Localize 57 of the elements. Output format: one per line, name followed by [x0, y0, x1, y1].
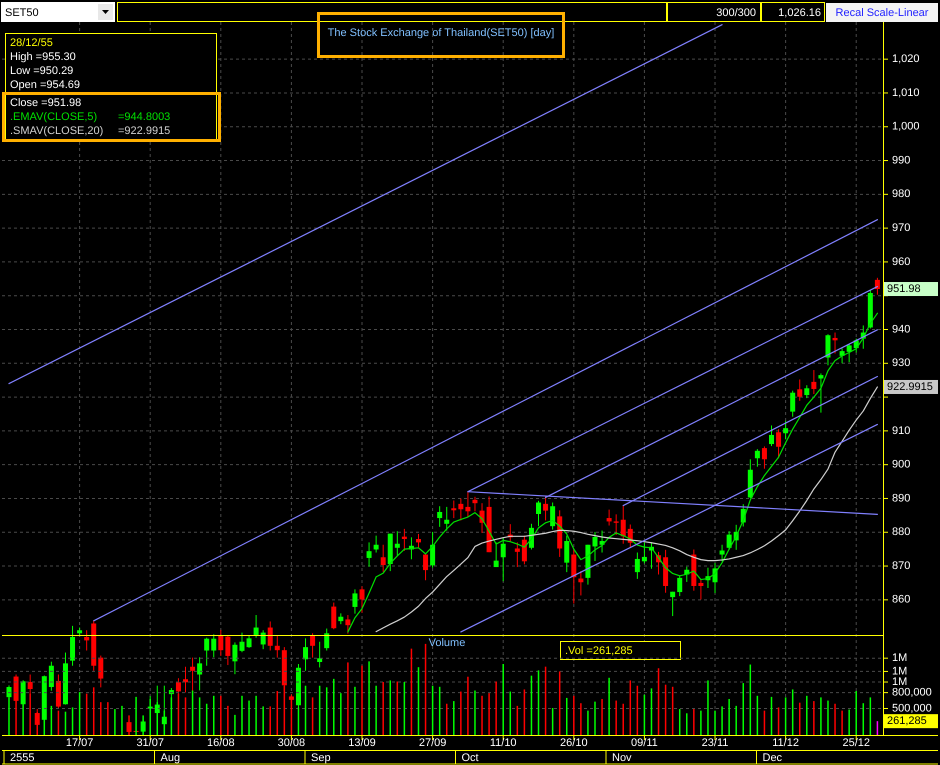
y-tick-label: 1,020 — [892, 53, 920, 66]
y-tick-label: 1M — [892, 676, 908, 688]
chart-title: Volume — [428, 636, 466, 649]
x-tick-label: 17/07 — [66, 736, 94, 749]
y-tick-label: 890 — [892, 492, 910, 504]
y-tick-label: 1M — [892, 665, 908, 678]
annotation: 28/12/55 — [10, 36, 53, 49]
y-tick-label: 800,000 — [892, 686, 932, 699]
x-tick-label: 16/08 — [207, 736, 235, 749]
annotation: .Vol =261,285 — [565, 644, 633, 657]
x-tick-label: 13/09 — [348, 736, 376, 749]
text: Sep — [311, 752, 331, 764]
annotation: Low =950.29 — [10, 64, 74, 77]
y-tick-label: 910 — [892, 424, 910, 437]
x-tick-label: 11/10 — [490, 736, 517, 749]
text: 1,026.16 — [778, 6, 821, 19]
y-tick-label: 1,010 — [892, 86, 920, 99]
text: Nov — [612, 752, 632, 764]
y-tick-label: 970 — [892, 222, 910, 234]
annotation: Close =951.98 — [10, 96, 82, 109]
x-tick-label: 09/11 — [631, 736, 658, 749]
x-tick-label: 30/08 — [278, 736, 306, 749]
y-tick-label: 940 — [892, 323, 910, 336]
x-tick-label: 26/10 — [560, 736, 588, 749]
y-tick-label: 930 — [892, 357, 910, 370]
x-tick-label: 23/11 — [702, 736, 728, 749]
y-tick-label: 870 — [892, 560, 910, 572]
text: Oct — [462, 752, 479, 764]
chart-title: The Stock Exchange of Thailand(SET50) [day] — [328, 26, 554, 39]
x-tick-label: 11/12 — [772, 736, 799, 749]
x-tick-label: 27/09 — [418, 736, 446, 749]
text: 922.9915 — [887, 380, 933, 393]
y-tick-label: 990 — [892, 154, 910, 166]
text: Dec — [762, 752, 783, 764]
y-tick-label: 900 — [892, 458, 910, 471]
text: 300/300 — [716, 6, 756, 19]
annotation: Open =954.69 — [10, 78, 80, 91]
y-tick-label: 960 — [892, 256, 910, 268]
annotation: =922.9915 — [118, 124, 170, 137]
annotation: =944.8003 — [118, 110, 170, 123]
text: .SMAV(CLOSE,20) — [10, 124, 104, 137]
text: Recal Scale-Linear — [836, 6, 929, 19]
text: 951.98 — [887, 282, 921, 295]
y-tick-label: 980 — [892, 188, 910, 200]
y-tick-label: 860 — [892, 594, 910, 606]
y-tick-label: 880 — [892, 526, 910, 538]
y-tick-label: 1,000 — [892, 120, 920, 133]
text: 261,285 — [887, 715, 927, 728]
text: SET50 — [5, 6, 39, 19]
y-tick-label: 1M — [892, 652, 908, 664]
x-tick-label: 25/12 — [842, 736, 870, 749]
text: .EMAV(CLOSE,5) — [10, 110, 98, 123]
y-tick-label: 500,000 — [892, 702, 932, 714]
text: Aug — [160, 752, 180, 764]
text: 2555 — [10, 752, 34, 764]
x-tick-label: 31/07 — [136, 736, 164, 749]
annotation: High =955.30 — [10, 50, 76, 63]
